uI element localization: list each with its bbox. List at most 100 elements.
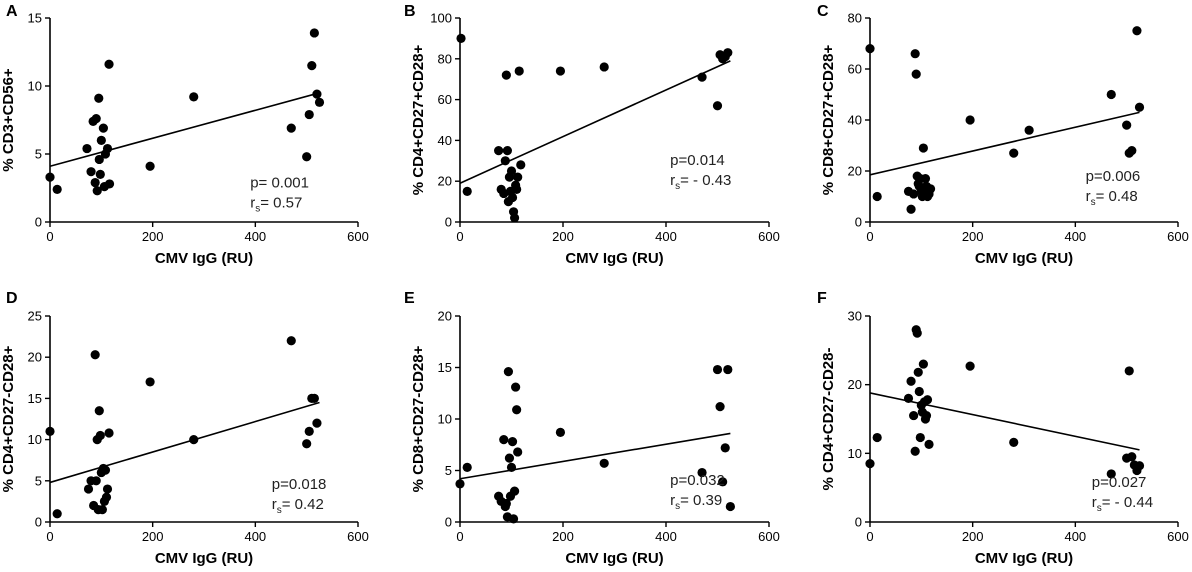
chart-d-y-tick-label: 5 xyxy=(35,473,42,488)
chart-d-r-value: = 0.42 xyxy=(282,496,324,513)
chart-d: D 0 5 10 15 20 25 0 200 400 600 CMV IgG (RU) % CD4+C… xyxy=(0,290,369,567)
chart-b-data-point xyxy=(555,66,566,76)
chart-e-data-point xyxy=(720,443,730,453)
chart-c-data-point xyxy=(909,189,919,199)
chart-a-p-value: p= 0.001 xyxy=(250,174,309,191)
chart-f-x-tick-label: 200 xyxy=(962,529,984,544)
chart-e-x-tick-label: 0 xyxy=(456,529,463,544)
chart-a-data-point xyxy=(312,89,322,99)
chart-c-spearman-r: rs= 0.48 xyxy=(1086,188,1138,208)
chart-e-data-point xyxy=(511,382,521,392)
chart-e-spearman-r: rs= 0.39 xyxy=(670,492,722,512)
chart-f-regression-line xyxy=(869,392,1140,451)
chart-d-y-axis-title: % CD4+CD27-CD28+ xyxy=(0,345,17,492)
chart-c-data-point xyxy=(910,49,920,59)
chart-f-r-symbol: r xyxy=(1092,494,1097,511)
chart-c-x-tick-label: 400 xyxy=(1064,229,1086,244)
chart-f-y-tick-label: 30 xyxy=(848,309,862,324)
chart-d-r-symbol: r xyxy=(272,496,277,513)
chart-a-data-point xyxy=(98,123,108,133)
chart-f-data-point xyxy=(872,432,882,443)
chart-c-data-point xyxy=(1122,120,1132,130)
chart-c-data-point xyxy=(920,174,931,184)
chart-c-panel-letter: C xyxy=(817,3,829,20)
chart-e-data-point xyxy=(507,437,518,447)
chart-e-data-point xyxy=(509,486,520,496)
chart-f-data-point xyxy=(909,410,919,421)
chart-c-x-tick-label: 600 xyxy=(1167,229,1189,244)
chart-e-data-point xyxy=(462,462,472,473)
chart-c-r-symbol: r xyxy=(1086,188,1091,205)
chart-e-y-tick-label: 10 xyxy=(438,412,452,427)
chart-a-data-point xyxy=(94,93,104,103)
chart-a-data-point xyxy=(86,167,96,177)
chart-f-data-point xyxy=(921,410,932,421)
chart-b-p-value: p=0.014 xyxy=(670,152,725,169)
chart-b-data-point xyxy=(723,48,733,58)
chart-f-x-tick-label: 400 xyxy=(1064,529,1086,544)
chart-e-data-point xyxy=(599,458,609,468)
chart-c-x-tick-label: 0 xyxy=(866,229,873,244)
chart-c-data-point xyxy=(1127,146,1137,156)
chart-d-y-tick-label: 15 xyxy=(28,391,42,406)
chart-f-data-point xyxy=(918,359,928,369)
chart-a-data-point xyxy=(104,179,115,189)
chart-e-x-tick-label: 400 xyxy=(655,529,677,544)
chart-a-data-point xyxy=(91,114,101,124)
chart-f-r-subscript: s xyxy=(1097,503,1102,514)
chart-a-data-point xyxy=(302,152,312,162)
chart-d-y-tick-label: 20 xyxy=(28,350,42,365)
chart-a-data-point xyxy=(104,59,114,69)
chart-a-data-point xyxy=(45,172,55,182)
chart-a-y-tick-label: 5 xyxy=(35,147,42,162)
chart-a-data-point xyxy=(189,92,199,102)
chart-b-y-tick-label: 40 xyxy=(438,133,452,148)
chart-d-x-tick-label: 0 xyxy=(46,529,53,544)
chart-b-data-point xyxy=(507,192,518,203)
chart-b-data-point xyxy=(456,33,466,44)
chart-a-x-tick-label: 400 xyxy=(244,229,266,244)
chart-f-r-value: = - 0.44 xyxy=(1102,494,1153,511)
chart-a-r-subscript: s xyxy=(255,203,260,214)
chart-e-data-point xyxy=(718,477,728,487)
chart-e-data-point xyxy=(501,498,511,509)
chart-b-data-point xyxy=(513,172,523,182)
chart-d-y-tick-label: 0 xyxy=(35,515,42,530)
chart-b-data-point xyxy=(712,101,723,111)
chart-d-y-tick-label: 25 xyxy=(28,309,42,324)
chart-b-data-point xyxy=(462,186,472,196)
chart-a-y-axis-title: % CD3+CD56+ xyxy=(0,68,17,172)
chart-f-x-tick-label: 600 xyxy=(1167,529,1189,544)
chart-f-x-axis-title: CMV IgG (RU) xyxy=(975,550,1073,567)
chart-f-data-point xyxy=(906,376,916,386)
chart-b-r-subscript: s xyxy=(675,181,680,192)
chart-f-y-tick-label: 0 xyxy=(855,515,862,530)
chart-c-data-point xyxy=(911,69,921,79)
chart-b-data-point xyxy=(697,72,707,82)
chart-e-r-subscript: s xyxy=(675,501,680,512)
chart-a-data-point xyxy=(309,28,319,38)
chart-f-data-point xyxy=(1134,461,1145,471)
chart-d-data-point xyxy=(95,430,105,441)
chart-c-data-point xyxy=(918,143,928,153)
chart-b-data-point xyxy=(502,146,512,156)
chart-f-y-tick-label: 20 xyxy=(848,377,862,392)
chart-d-data-point xyxy=(101,492,112,502)
chart-b-panel-letter: B xyxy=(404,3,416,20)
chart-c-y-tick-label: 60 xyxy=(848,62,862,77)
chart-c: C 0 20 40 60 80 0 200 400 600 CMV IgG (RU) % CD8+CD… xyxy=(817,3,1189,267)
chart-b-data-point xyxy=(501,70,511,80)
chart-b-y-axis-title: % CD4+CD27+CD28+ xyxy=(410,45,427,196)
chart-f-spearman-r: rs= - 0.44 xyxy=(1092,494,1153,514)
chart-e-data-point xyxy=(503,367,514,377)
chart-e-data-point xyxy=(504,453,515,463)
chart-d-data-point xyxy=(304,426,314,436)
chart-e-y-tick-label: 15 xyxy=(438,360,452,375)
chart-d-x-tick-label: 600 xyxy=(347,529,369,544)
chart-e-data-point xyxy=(455,479,465,489)
chart-f-data-point xyxy=(1106,469,1116,479)
chart-c-x-axis-title: CMV IgG (RU) xyxy=(975,250,1073,267)
chart-f-y-tick-label: 10 xyxy=(848,446,862,461)
chart-a-data-point xyxy=(307,61,317,71)
chart-a-x-tick-label: 0 xyxy=(46,229,53,244)
